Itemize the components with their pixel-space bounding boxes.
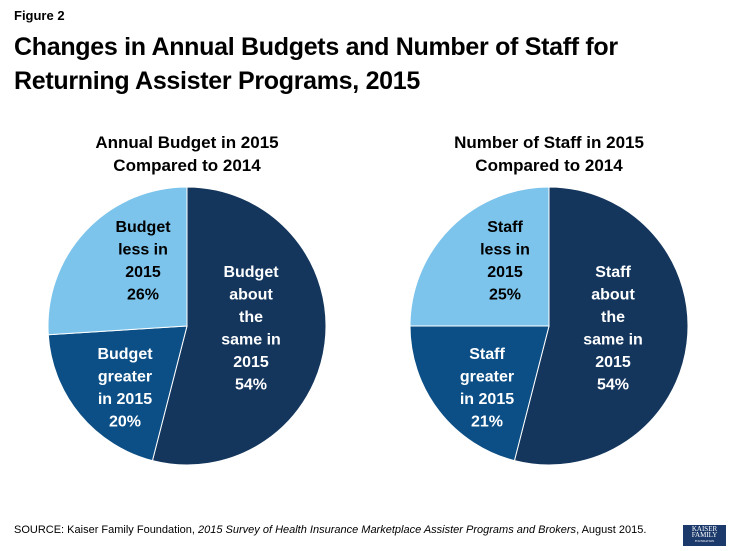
slice-label-line: less in	[480, 242, 530, 259]
slice-label-line: greater	[460, 369, 514, 386]
slice-label-line: Staff	[595, 264, 631, 281]
slice-label-line: 20%	[109, 414, 141, 431]
slice-label-line: about	[591, 287, 635, 304]
slice-label-line: in 2015	[98, 391, 152, 408]
slice-label-line: 2015	[233, 354, 269, 371]
slice-label-line: 2015	[487, 264, 523, 281]
pie-slice	[513, 186, 689, 466]
slice-label: Budget about the same in 2015 54%	[221, 264, 281, 394]
slice-label-line: greater	[98, 369, 152, 386]
source-note: SOURCE: Kaiser Family Foundation, 2015 S…	[14, 524, 646, 536]
pie-title-line: Annual Budget in 2015	[95, 133, 279, 152]
slice-label-line: 54%	[597, 377, 629, 394]
pie-title-budget: Annual Budget in 2015 Compared to 2014	[37, 131, 337, 177]
source-prefix: SOURCE: Kaiser Family Foundation,	[14, 524, 199, 536]
pie-slice	[409, 186, 550, 327]
pie-title-line: Compared to 2014	[475, 156, 623, 175]
slice-label-line: Staff	[487, 219, 523, 236]
pie-title-line: Compared to 2014	[113, 156, 261, 175]
slice-label-line: the	[601, 309, 625, 326]
logo-text: KAISER	[691, 525, 718, 533]
slice-label-line: 26%	[127, 287, 159, 304]
slice-label: Budget less in 2015 26%	[115, 219, 171, 304]
slice-label: Staff greater in 2015 21%	[460, 346, 514, 431]
pie-slice	[151, 186, 327, 466]
pie-slice	[409, 325, 550, 462]
slice-label-line: 2015	[125, 264, 161, 281]
slice-label-line: less in	[118, 242, 168, 259]
slice-label-line: in 2015	[460, 391, 514, 408]
pie-title-line: Number of Staff in 2015	[454, 133, 644, 152]
slice-label: Staff about the same in 2015 54%	[583, 264, 643, 394]
slice-label-line: Budget	[97, 346, 153, 363]
source-title: 2015 Survey of Health Insurance Marketpl…	[198, 524, 577, 536]
slice-label-line: Budget	[223, 264, 279, 281]
slice-label-line: 2015	[595, 354, 631, 371]
pie-slice	[47, 186, 188, 336]
slice-label-line: same in	[221, 332, 281, 349]
slice-label: Staff less in 2015 25%	[480, 219, 530, 304]
slice-label-line: Budget	[115, 219, 171, 236]
pie-title-staff: Number of Staff in 2015 Compared to 2014	[399, 131, 699, 177]
slice-label-line: about	[229, 287, 273, 304]
logo-text: FAMILY	[691, 531, 718, 539]
pie-slice	[47, 325, 188, 462]
slice-label-line: 21%	[471, 414, 503, 431]
slice-label-line: Staff	[469, 346, 505, 363]
figure-label: Figure 2	[14, 8, 65, 23]
slice-label-line: 54%	[235, 377, 267, 394]
slice-label-line: the	[239, 309, 263, 326]
kff-logo: KAISER FAMILY FOUNDATION	[683, 525, 726, 546]
source-suffix: , August 2015.	[576, 524, 647, 536]
slice-label: Budget greater in 2015 20%	[97, 346, 153, 431]
chart-title: Changes in Annual Budgets and Number of …	[14, 33, 618, 95]
logo-text: FOUNDATION	[694, 539, 715, 543]
slice-label-line: same in	[583, 332, 643, 349]
slice-label-line: 25%	[489, 287, 521, 304]
